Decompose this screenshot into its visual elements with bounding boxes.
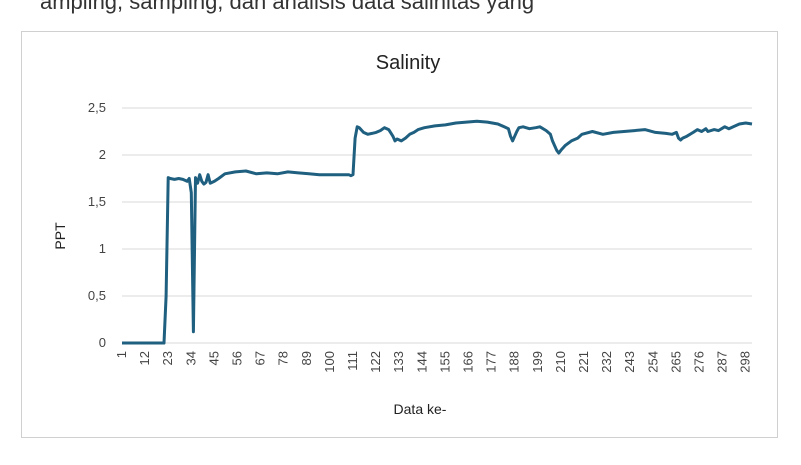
y-tick-label: 0,5 [88, 288, 106, 303]
x-tick-label: 155 [437, 351, 452, 373]
x-tick-label: 100 [322, 351, 337, 373]
x-tick-label: 67 [253, 351, 268, 365]
x-tick-label: 144 [414, 351, 429, 373]
y-tick-label: 1,5 [88, 194, 106, 209]
x-axis-label: Data ke- [394, 401, 447, 417]
y-tick-label: 2,5 [88, 100, 106, 115]
x-tick-label: 12 [137, 351, 152, 365]
x-tick-label: 221 [576, 351, 591, 373]
x-tick-label: 243 [622, 351, 637, 373]
x-tick-label: 1 [114, 351, 129, 358]
x-tick-label: 122 [368, 351, 383, 373]
x-tick-label: 254 [645, 351, 660, 373]
y-tick-label: 1 [99, 241, 106, 256]
x-tick-label: 89 [299, 351, 314, 365]
x-tick-label: 276 [692, 351, 707, 373]
x-tick-label: 298 [738, 351, 753, 373]
x-tick-label: 111 [345, 351, 360, 371]
x-tick-label: 210 [553, 351, 568, 373]
x-tick-label: 232 [599, 351, 614, 373]
x-tick-label: 199 [530, 351, 545, 373]
x-tick-label: 56 [230, 351, 245, 365]
x-tick-label: 188 [507, 351, 522, 373]
page-text-fragment: ampling, sampling, dan analisis data sal… [0, 0, 801, 22]
x-tick-label: 34 [183, 351, 198, 365]
y-tick-label: 0 [99, 335, 106, 350]
x-tick-label: 78 [276, 351, 291, 365]
x-tick-label: 177 [484, 351, 499, 373]
header-fragment-text: ampling, sampling, dan analisis data sal… [40, 0, 535, 14]
y-axis-label: PPT [52, 222, 68, 250]
y-tick-label: 2 [99, 147, 106, 162]
x-tick-label: 23 [160, 351, 175, 365]
series-line [122, 119, 753, 345]
x-tick-label: 287 [715, 351, 730, 373]
x-tick-label: 133 [391, 351, 406, 373]
chart-title: Salinity [376, 52, 440, 74]
x-tick-label: 166 [461, 351, 476, 373]
x-tick-label: 45 [206, 351, 221, 365]
x-tick-label: 265 [668, 351, 683, 373]
chart-frame [21, 31, 778, 438]
